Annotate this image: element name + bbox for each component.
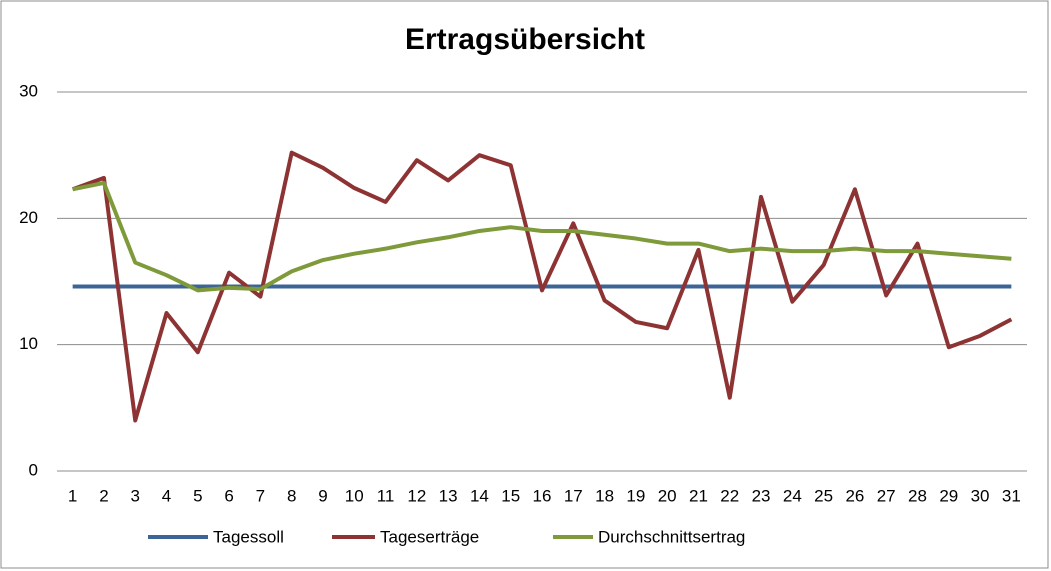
x-tick-label: 31	[1002, 486, 1021, 505]
x-tick-label: 19	[626, 486, 645, 505]
x-tick-label: 5	[193, 486, 202, 505]
x-tick-label: 9	[318, 486, 327, 505]
x-tick-label: 16	[533, 486, 552, 505]
x-tick-label: 13	[439, 486, 458, 505]
x-tick-label: 10	[345, 486, 364, 505]
legend-label: Tagessoll	[213, 527, 284, 546]
x-tick-label: 6	[224, 486, 233, 505]
x-tick-label: 14	[470, 486, 489, 505]
x-tick-label: 18	[595, 486, 614, 505]
x-tick-label: 17	[564, 486, 583, 505]
y-tick-label: 0	[29, 460, 38, 479]
x-tick-label: 22	[720, 486, 739, 505]
x-tick-label: 21	[689, 486, 708, 505]
x-tick-label: 12	[407, 486, 426, 505]
x-tick-label: 4	[162, 486, 171, 505]
y-tick-label: 30	[19, 81, 38, 100]
x-tick-label: 23	[752, 486, 771, 505]
chart-title: Ertragsübersicht	[405, 23, 645, 56]
x-tick-label: 29	[939, 486, 958, 505]
x-tick-label: 15	[501, 486, 520, 505]
x-tick-label: 1	[68, 486, 77, 505]
y-tick-label: 20	[19, 208, 38, 227]
x-tick-label: 2	[99, 486, 108, 505]
legend-label: Durchschnittsertrag	[598, 527, 745, 546]
x-tick-label: 30	[971, 486, 990, 505]
y-tick-label: 10	[19, 334, 38, 353]
x-tick-label: 25	[814, 486, 833, 505]
x-tick-label: 7	[256, 486, 265, 505]
x-tick-label: 20	[658, 486, 677, 505]
x-tick-label: 3	[130, 486, 139, 505]
legend-label: Tageserträge	[380, 527, 479, 546]
x-tick-label: 28	[908, 486, 927, 505]
x-tick-label: 27	[877, 486, 896, 505]
x-tick-label: 11	[377, 486, 395, 505]
x-tick-label: 8	[287, 486, 296, 505]
series-line	[71, 150, 1013, 423]
x-tick-label: 26	[845, 486, 864, 505]
series-line	[72, 180, 1012, 293]
x-tick-label: 24	[783, 486, 802, 505]
